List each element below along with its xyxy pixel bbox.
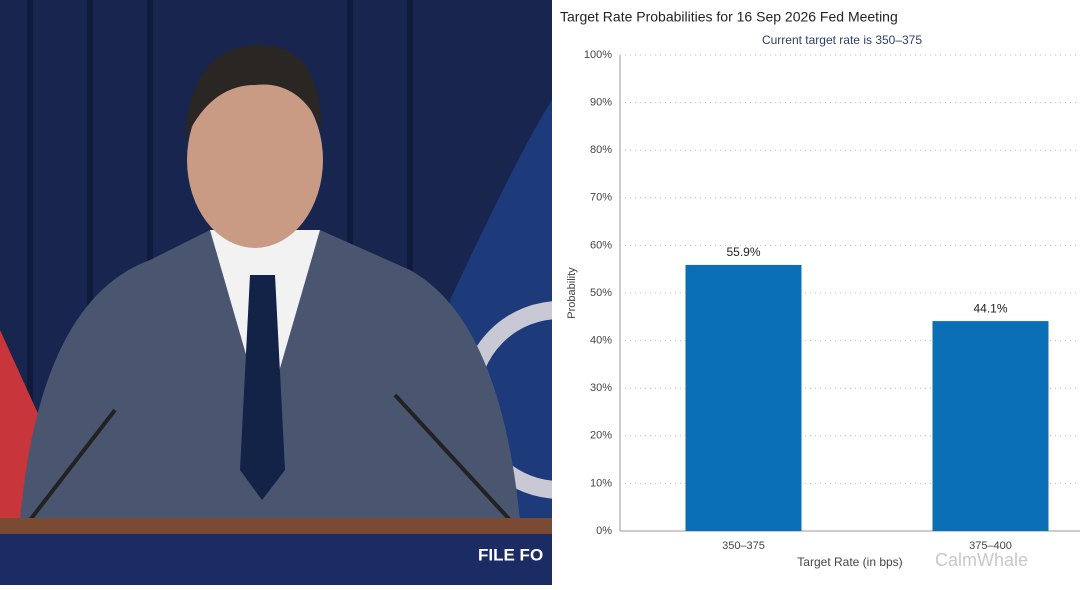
y-tick-label: 90% [590,97,612,109]
chart-subtitle: Current target rate is 350–375 [762,33,922,47]
y-tick-label: 80% [590,144,612,156]
x-axis-label: Target Rate (in bps) [797,555,902,569]
watermark: CalmWhale [935,550,1028,570]
y-tick-label: 0% [596,525,612,537]
y-tick-label: 10% [590,477,612,489]
y-tick-label: 50% [590,287,612,299]
podium-text: FILE FO [478,545,543,564]
y-tick-label: 70% [590,192,612,204]
bar [932,321,1049,531]
y-axis-label: Probability [566,267,578,319]
microphone [393,393,512,522]
hair [185,45,322,140]
tie [240,275,285,500]
bar [685,264,802,531]
y-tick-label: 100% [584,49,612,61]
x-tick-label: 375–400 [969,540,1012,552]
value-label: 55.9% [726,245,760,259]
y-tick-label: 20% [590,430,612,442]
podium [0,534,552,585]
y-tick-label: 30% [590,382,612,394]
chart-title: Target Rate Probabilities for 16 Sep 202… [560,9,898,25]
x-tick-label: 350–375 [722,540,765,552]
y-tick-label: 60% [590,239,612,251]
value-label: 44.1% [973,301,1007,315]
face [187,72,323,248]
microphone [28,408,117,522]
y-tick-label: 40% [590,335,612,347]
podium-top [0,518,552,534]
